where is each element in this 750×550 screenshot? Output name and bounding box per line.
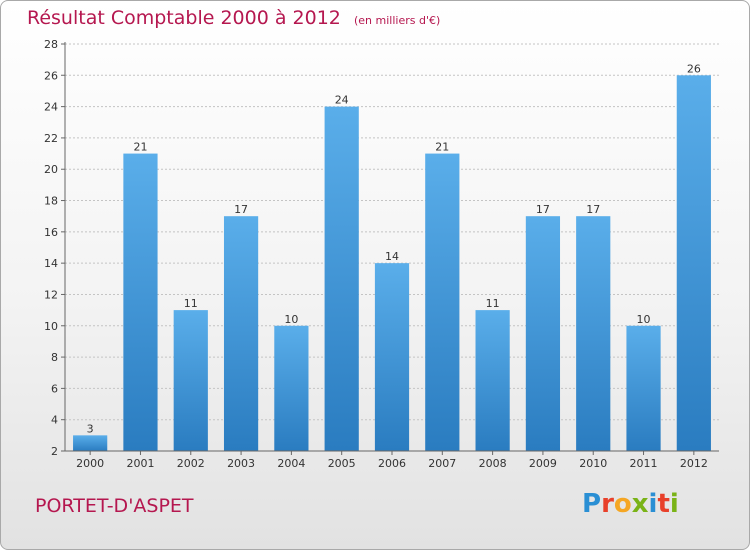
chart-title: Résultat Comptable 2000 à 2012 (en milli… bbox=[27, 7, 440, 29]
y-tick-label: 12 bbox=[44, 288, 58, 301]
chart-subtitle: (en milliers d'€) bbox=[353, 14, 441, 27]
y-tick-label: 16 bbox=[44, 226, 58, 239]
x-tick-label: 2011 bbox=[630, 457, 658, 470]
bar-value-label: 14 bbox=[385, 250, 399, 263]
bar-value-label: 3 bbox=[87, 422, 94, 435]
bar bbox=[274, 325, 309, 451]
bar-value-label: 11 bbox=[184, 297, 198, 310]
bar-value-label: 10 bbox=[284, 313, 298, 326]
y-tick-label: 10 bbox=[44, 320, 58, 333]
y-tick-label: 26 bbox=[44, 69, 58, 82]
bar bbox=[123, 153, 158, 452]
bar bbox=[676, 75, 711, 452]
y-tick-label: 28 bbox=[44, 38, 58, 51]
bar-value-label: 21 bbox=[435, 141, 449, 154]
bar bbox=[525, 216, 561, 451]
x-tick-label: 2006 bbox=[378, 457, 406, 470]
logo-letter: i bbox=[669, 489, 679, 519]
x-tick-label: 2010 bbox=[579, 457, 607, 470]
bar bbox=[475, 310, 510, 451]
x-tick-label: 2000 bbox=[76, 457, 104, 470]
bar-value-label: 17 bbox=[536, 203, 550, 216]
bar-value-label: 11 bbox=[486, 297, 500, 310]
y-tick-label: 14 bbox=[44, 257, 58, 270]
y-tick-label: 20 bbox=[44, 163, 58, 176]
logo-letter: o bbox=[613, 489, 632, 519]
y-tick-label: 2 bbox=[51, 445, 58, 458]
bar bbox=[73, 435, 108, 451]
y-tick-label: 24 bbox=[44, 101, 58, 114]
x-tick-label: 2002 bbox=[177, 457, 205, 470]
x-tick-label: 2009 bbox=[529, 457, 557, 470]
bar bbox=[626, 325, 661, 451]
bar-value-label: 26 bbox=[687, 62, 701, 75]
bar bbox=[324, 106, 359, 451]
logo-letter: P bbox=[582, 489, 602, 519]
x-tick-label: 2003 bbox=[227, 457, 255, 470]
logo-letter: x bbox=[631, 489, 649, 519]
x-tick-label: 2008 bbox=[479, 457, 507, 470]
x-tick-label: 2007 bbox=[428, 457, 456, 470]
y-tick-label: 18 bbox=[44, 195, 58, 208]
y-tick-label: 6 bbox=[51, 382, 58, 395]
y-tick-label: 8 bbox=[51, 351, 58, 364]
bar bbox=[374, 263, 410, 451]
bar bbox=[576, 216, 611, 451]
logo-letter: i bbox=[648, 489, 658, 519]
y-tick-label: 4 bbox=[51, 414, 58, 427]
proxiti-logo: Proxiti bbox=[582, 489, 679, 519]
x-tick-label: 2001 bbox=[126, 457, 154, 470]
bar-value-label: 10 bbox=[637, 313, 651, 326]
location-label: PORTET-D'ASPET bbox=[35, 495, 194, 517]
bar-value-label: 17 bbox=[234, 203, 248, 216]
bar-value-label: 21 bbox=[133, 141, 147, 154]
bar-value-label: 17 bbox=[586, 203, 600, 216]
x-tick-label: 2004 bbox=[277, 457, 305, 470]
x-tick-label: 2012 bbox=[680, 457, 708, 470]
chart-title-main: Résultat Comptable 2000 à 2012 bbox=[27, 7, 341, 29]
bar-value-label: 24 bbox=[335, 94, 349, 107]
bar bbox=[425, 153, 460, 452]
logo-letter: r bbox=[601, 489, 614, 519]
bar bbox=[223, 216, 259, 451]
logo-letter: t bbox=[657, 489, 670, 519]
x-tick-label: 2005 bbox=[328, 457, 356, 470]
y-tick-label: 22 bbox=[44, 132, 58, 145]
bar bbox=[173, 310, 208, 451]
